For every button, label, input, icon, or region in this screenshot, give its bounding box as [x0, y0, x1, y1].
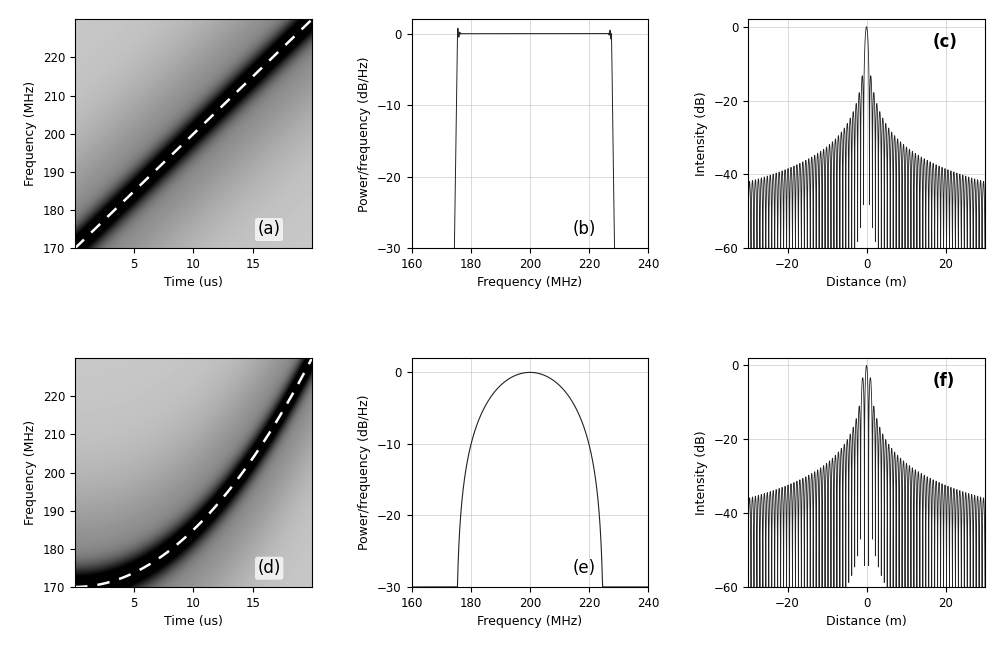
Y-axis label: Intensity (dB): Intensity (dB)	[695, 92, 708, 176]
Y-axis label: Frequency (MHz): Frequency (MHz)	[24, 420, 37, 525]
X-axis label: Distance (m): Distance (m)	[826, 277, 907, 290]
Text: (a): (a)	[257, 221, 280, 239]
Text: (d): (d)	[257, 559, 281, 577]
X-axis label: Frequency (MHz): Frequency (MHz)	[477, 615, 583, 628]
Text: (f): (f)	[933, 372, 955, 390]
Y-axis label: Intensity (dB): Intensity (dB)	[695, 430, 708, 515]
X-axis label: Time (us): Time (us)	[164, 277, 223, 290]
Y-axis label: Power/frequency (dB/Hz): Power/frequency (dB/Hz)	[358, 56, 371, 212]
Text: (e): (e)	[573, 559, 596, 577]
X-axis label: Frequency (MHz): Frequency (MHz)	[477, 277, 583, 290]
Text: (b): (b)	[573, 221, 596, 239]
X-axis label: Distance (m): Distance (m)	[826, 615, 907, 628]
Y-axis label: Frequency (MHz): Frequency (MHz)	[24, 81, 37, 186]
X-axis label: Time (us): Time (us)	[164, 615, 223, 628]
Text: (c): (c)	[933, 33, 958, 51]
Y-axis label: Power/frequency (dB/Hz): Power/frequency (dB/Hz)	[358, 395, 371, 550]
